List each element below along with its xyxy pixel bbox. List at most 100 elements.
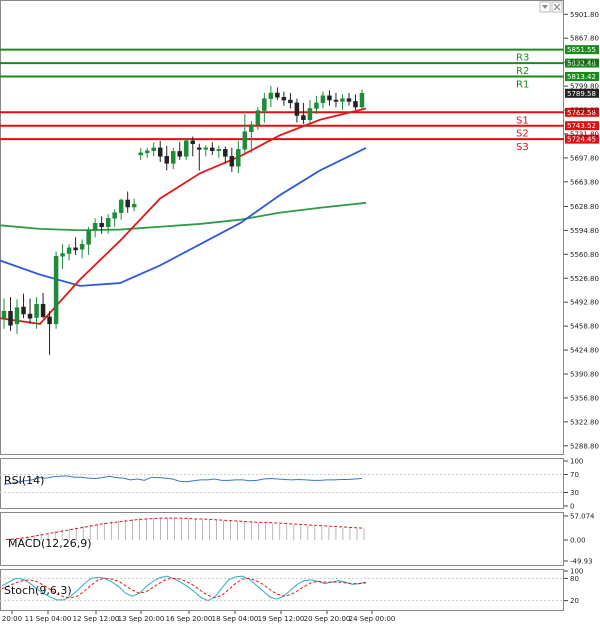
macd-signal-line xyxy=(5,517,365,541)
candle-body xyxy=(73,247,78,251)
candle-body xyxy=(47,316,52,325)
candle-body xyxy=(307,108,313,120)
candle-body xyxy=(353,101,358,108)
price-axis-label: 5492.80 xyxy=(570,299,599,307)
candle-body xyxy=(170,151,176,164)
rsi-axis-label: 70 xyxy=(570,471,579,479)
level-label-s3: S3 xyxy=(516,142,529,153)
candle xyxy=(86,226,91,255)
candle xyxy=(210,142,215,155)
stoch-panel xyxy=(0,569,564,611)
candle-body xyxy=(301,115,306,120)
candle-body xyxy=(184,140,189,157)
candle-body xyxy=(112,212,117,219)
ma-line-blue xyxy=(0,147,367,287)
level-label-s1: S1 xyxy=(516,115,529,126)
candle-body xyxy=(236,149,241,167)
candle xyxy=(47,311,52,355)
time-axis-label: 19 Sep 12:00 xyxy=(258,615,305,623)
level-value-s2: 5743.52 xyxy=(567,122,596,130)
candle-body xyxy=(346,98,352,102)
close-button[interactable] xyxy=(551,1,563,13)
stoch-d-line xyxy=(1,577,367,599)
time-axis-label: 13 Sep 20:00 xyxy=(118,615,165,623)
candle xyxy=(105,214,111,234)
candle-body xyxy=(40,303,46,318)
candle xyxy=(1,298,7,329)
price-axis-label: 5833.80 xyxy=(570,59,599,67)
price-axis-label: 5697.80 xyxy=(570,154,599,162)
candle-body xyxy=(105,218,111,227)
level-label-s2: S2 xyxy=(516,129,529,140)
candle-body xyxy=(281,96,287,101)
price-axis-label: 5458.80 xyxy=(570,323,599,331)
candle xyxy=(27,298,33,324)
price-axis-label: 5628.80 xyxy=(570,203,599,211)
candle xyxy=(314,95,319,115)
level-label-r1: R1 xyxy=(516,80,529,91)
candle xyxy=(333,92,339,108)
price-axis-label: 5526.80 xyxy=(570,275,599,283)
candle xyxy=(275,87,280,101)
candle xyxy=(294,98,300,123)
candle-body xyxy=(34,303,39,318)
candle-body xyxy=(138,152,143,156)
candle-body xyxy=(177,151,182,157)
candle-body xyxy=(66,247,72,254)
candle xyxy=(223,146,228,164)
close-icon xyxy=(553,3,561,11)
candle-body xyxy=(21,306,26,315)
candle-body xyxy=(255,110,261,125)
candle xyxy=(255,107,261,130)
candle xyxy=(138,147,143,160)
candle xyxy=(262,92,267,123)
price-axis-label: 5799.80 xyxy=(570,83,599,91)
candle xyxy=(53,251,59,329)
candle-body xyxy=(223,149,228,157)
level-label-r3: R3 xyxy=(516,53,529,64)
macd-panel xyxy=(0,512,564,566)
candle xyxy=(184,138,189,160)
level-badge-r2 xyxy=(565,58,599,68)
candle-body xyxy=(203,147,209,150)
level-badge-s3 xyxy=(565,134,599,144)
candle xyxy=(151,142,156,157)
candle xyxy=(164,145,169,171)
candle xyxy=(197,143,202,171)
level-value-s3: 5724.45 xyxy=(567,136,596,144)
candle xyxy=(327,90,332,106)
price-axis-label: 5560.80 xyxy=(570,251,599,259)
candle-body xyxy=(131,203,137,208)
candle xyxy=(190,136,196,157)
candle-body xyxy=(268,92,274,99)
level-value-r3: 5851.55 xyxy=(567,46,596,54)
rsi-line xyxy=(3,475,363,485)
level-label-r2: R2 xyxy=(516,66,529,77)
candle-body xyxy=(333,99,339,102)
macd-label: MACD(12,26,9) xyxy=(8,537,92,550)
candle xyxy=(34,297,39,329)
price-axis-label: 5594.80 xyxy=(570,227,599,235)
candle-body xyxy=(144,150,150,154)
candle xyxy=(288,92,293,109)
rsi-label: RSI(14) xyxy=(4,474,44,487)
candle xyxy=(359,89,365,110)
price-axis-label: 5390.80 xyxy=(570,371,599,379)
collapse-button[interactable] xyxy=(539,1,551,13)
candle-body xyxy=(242,131,248,150)
level-badge-s1 xyxy=(565,107,599,117)
macd-axis-label: 0.00 xyxy=(570,537,586,545)
stoch-axis-label: 80 xyxy=(570,575,579,583)
candle-body xyxy=(164,156,169,164)
candle xyxy=(268,85,274,108)
candle-body xyxy=(79,244,85,250)
price-axis-label: 5731.80 xyxy=(570,130,599,138)
time-axis-label: 20:00 xyxy=(2,615,22,623)
ma-line-red xyxy=(0,107,367,325)
candle xyxy=(307,100,313,123)
stoch-axis-label: 20 xyxy=(570,597,579,605)
macd-axis-label: -49.93 xyxy=(570,558,593,566)
candle-body xyxy=(157,147,163,157)
candle-body xyxy=(92,222,98,231)
candle-body xyxy=(275,92,280,98)
